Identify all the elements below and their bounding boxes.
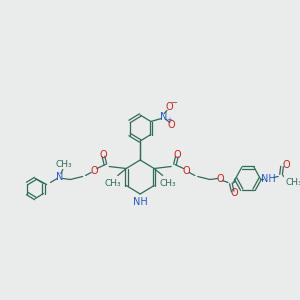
Text: NH: NH xyxy=(133,197,148,207)
Text: +: + xyxy=(166,116,172,122)
Text: O: O xyxy=(182,167,190,176)
Text: O: O xyxy=(283,160,290,170)
Text: −: − xyxy=(170,98,177,107)
Text: O: O xyxy=(217,175,224,184)
Text: CH₃: CH₃ xyxy=(105,179,121,188)
Text: CH₃: CH₃ xyxy=(159,179,176,188)
Text: O: O xyxy=(231,188,239,199)
Text: CH₃: CH₃ xyxy=(285,178,300,187)
Text: O: O xyxy=(173,149,181,160)
Text: O: O xyxy=(165,101,173,112)
Text: O: O xyxy=(90,167,98,176)
Text: N: N xyxy=(160,112,168,122)
Text: O: O xyxy=(168,119,176,130)
Text: N: N xyxy=(56,172,64,182)
Text: CH₃: CH₃ xyxy=(56,160,72,169)
Text: NH: NH xyxy=(261,173,276,184)
Text: O: O xyxy=(100,149,107,160)
